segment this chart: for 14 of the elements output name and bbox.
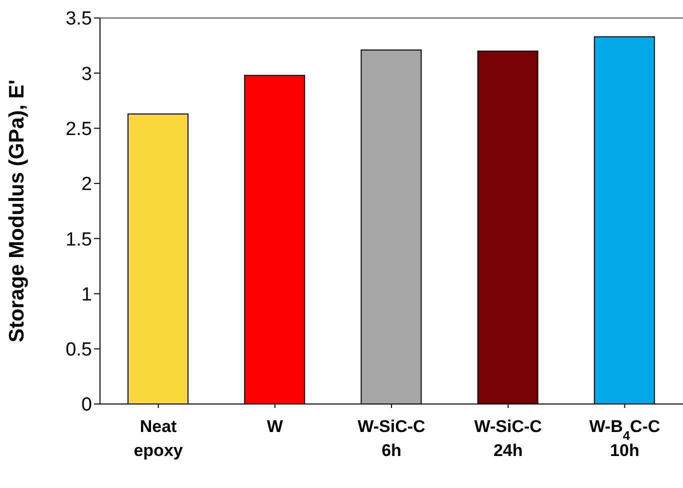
x-tick-label: W-SiC-C 24h <box>474 417 542 460</box>
y-tick-label: 1.5 <box>66 229 92 250</box>
y-axis-title: Storage Modulus (GPa), E' <box>5 80 28 342</box>
y-tick-label: 0.5 <box>66 340 92 361</box>
y-tick-label: 2 <box>81 174 92 196</box>
y-tick-label: 2.5 <box>66 119 92 140</box>
x-tick-label: Neat epoxy <box>134 417 184 460</box>
y-tick-label: 0 <box>81 394 92 416</box>
x-tick-label: W-B$_{4}$C-C 10h <box>589 417 660 460</box>
x-tick-label: W-SiC-C 6h <box>358 417 426 460</box>
y-tick-label: 3 <box>81 64 92 85</box>
y-tick-label: 3.5 <box>66 8 92 30</box>
x-tick-label: W <box>266 417 284 436</box>
y-tick-label: 1 <box>81 284 92 306</box>
